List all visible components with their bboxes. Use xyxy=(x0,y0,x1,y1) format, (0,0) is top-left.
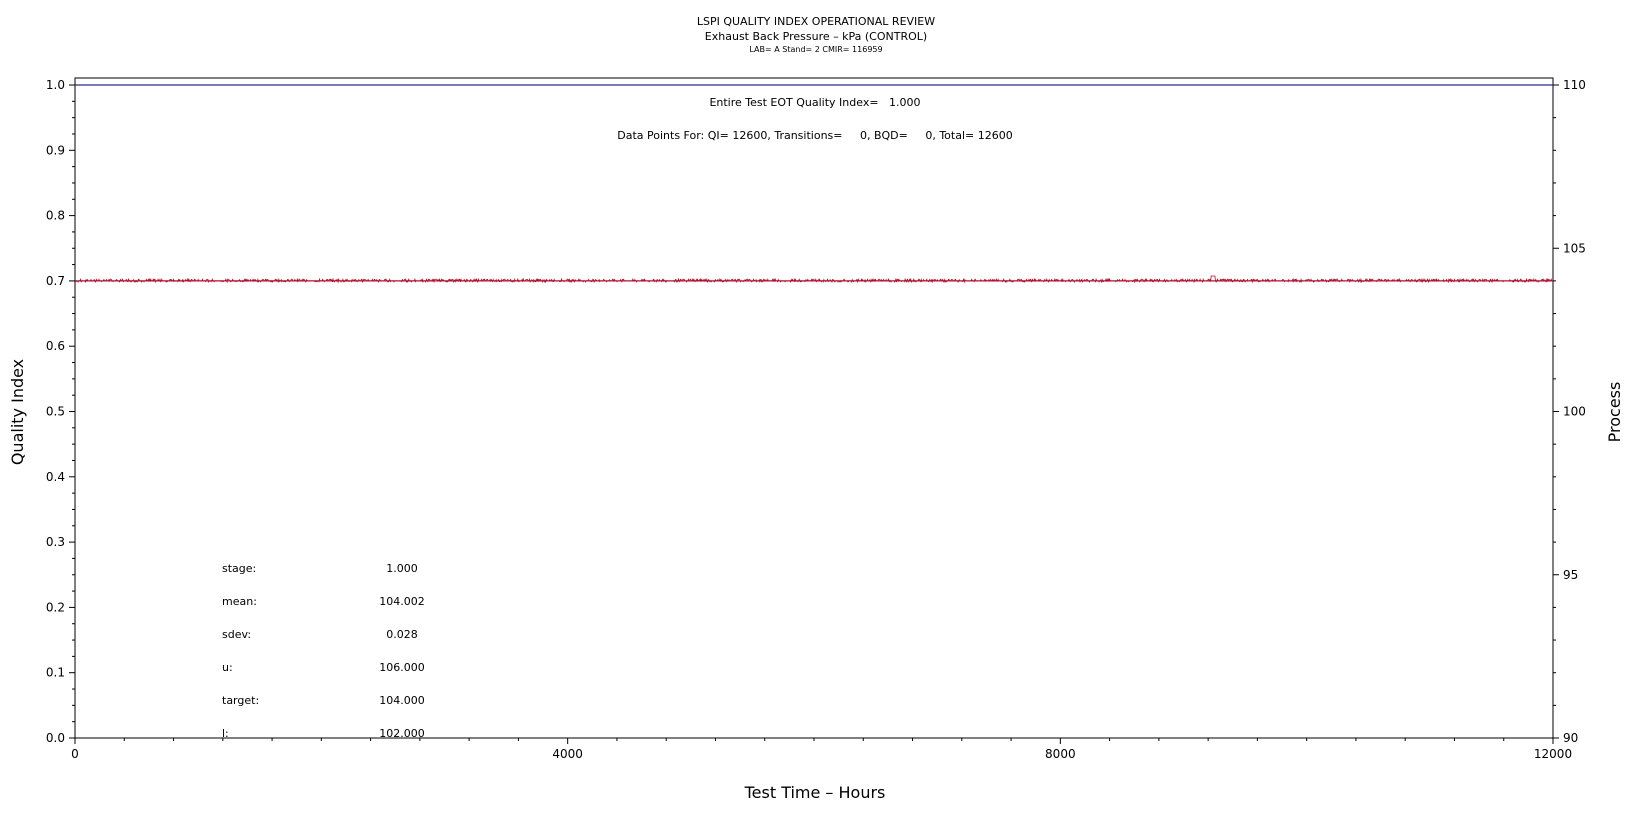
right-axis: 90 95 100 105 110 xyxy=(1553,78,1586,745)
x-tick-label: 12000 xyxy=(1534,747,1572,761)
x-tick-label: 8000 xyxy=(1045,747,1076,761)
stat-label: sdev: xyxy=(222,628,251,641)
y-right-tick-label: 90 xyxy=(1563,731,1578,745)
chart-subtitle: Exhaust Back Pressure – kPa (CONTROL) xyxy=(705,30,927,43)
stat-label: mean: xyxy=(222,595,257,608)
process-trace xyxy=(75,275,1553,284)
y-axis-left-label: Quality Index xyxy=(8,359,27,465)
plot-frame xyxy=(74,77,1554,739)
y-left-tick-label: 0.2 xyxy=(46,600,65,614)
plot-series xyxy=(75,84,1553,284)
y-left-tick-label: 0.5 xyxy=(46,405,65,419)
x-tick-label: 4000 xyxy=(552,747,583,761)
stats-table: stage: 1.000 mean: 104.002 sdev: 0.028 u: 106.0… xyxy=(222,562,425,740)
y-left-tick-label: 0.8 xyxy=(46,209,65,223)
y-left-tick-label: 1.0 xyxy=(46,78,65,92)
chart-title: LSPI QUALITY INDEX OPERATIONAL REVIEW xyxy=(697,15,935,28)
stat-label: l: xyxy=(222,727,229,740)
chart-subtitle-info: LAB= A Stand= 2 CMIR= 116959 xyxy=(749,45,882,54)
y-left-tick-label: 0.1 xyxy=(46,666,65,680)
stat-value: 0.028 xyxy=(386,628,418,641)
y-left-tick-label: 0.6 xyxy=(46,339,65,353)
stat-label: u: xyxy=(222,661,233,674)
y-right-tick-label: 110 xyxy=(1563,78,1586,92)
y-right-tick-label: 100 xyxy=(1563,405,1586,419)
quality-index-annotation: Entire Test EOT Quality Index= 1.000 xyxy=(709,96,920,109)
stat-value: 104.000 xyxy=(379,694,425,707)
stat-label: target: xyxy=(222,694,259,707)
y-left-tick-label: 0.4 xyxy=(46,470,65,484)
left-axis: 0.0 0.1 0.2 0.3 0.4 0.5 0.6 0.7 0.8 0.9 1.0 xyxy=(46,78,75,745)
y-right-tick-label: 105 xyxy=(1563,241,1586,255)
x-tick-label: 0 xyxy=(71,747,79,761)
y-left-tick-label: 0.3 xyxy=(46,535,65,549)
x-axis: 0 4000 8000 12000 xyxy=(71,738,1572,761)
stat-value: 104.002 xyxy=(379,595,425,608)
x-axis-label: Test Time – Hours xyxy=(744,783,886,802)
stat-value: 102.000 xyxy=(379,727,425,740)
y-left-tick-label: 0.7 xyxy=(46,274,65,288)
data-points-annotation: Data Points For: QI= 12600, Transitions=… xyxy=(617,129,1012,142)
stat-value: 1.000 xyxy=(386,562,418,575)
y-left-tick-label: 0.0 xyxy=(46,731,65,745)
y-left-tick-label: 0.9 xyxy=(46,143,65,157)
y-axis-right-label: Process xyxy=(1605,382,1624,443)
stat-label: stage: xyxy=(222,562,256,575)
y-right-tick-label: 95 xyxy=(1563,568,1578,582)
stat-value: 106.000 xyxy=(379,661,425,674)
